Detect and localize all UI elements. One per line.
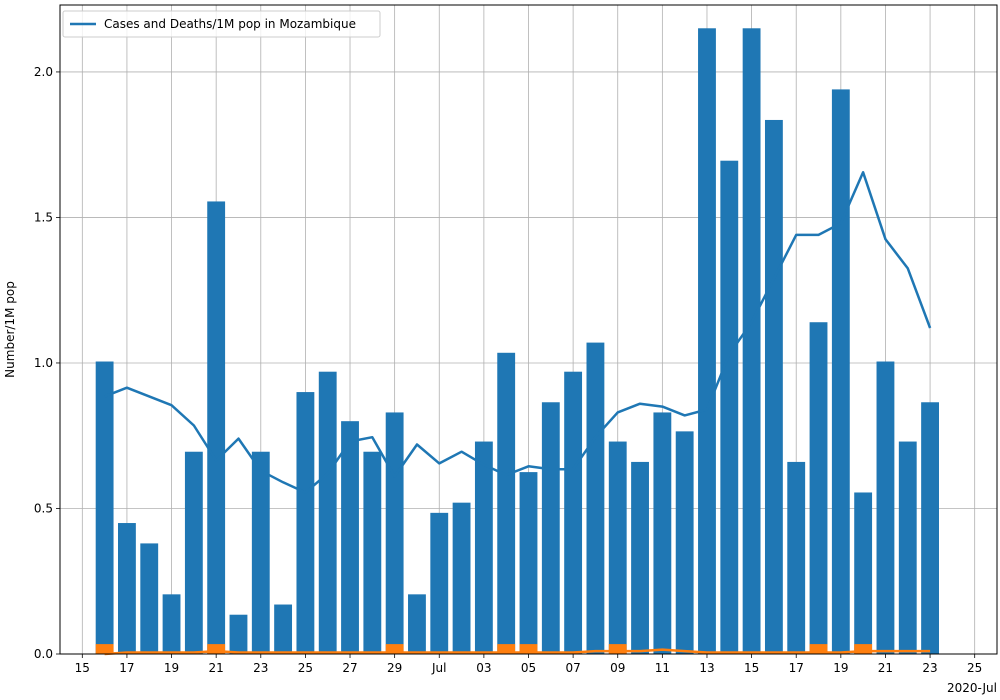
x-tick-label: 29 <box>387 661 402 675</box>
cases-bar <box>118 523 136 654</box>
cases-bar <box>251 451 270 654</box>
cases-bar <box>564 371 583 654</box>
cases-bar <box>363 451 382 654</box>
cases-bar <box>631 461 649 654</box>
cases-bar <box>608 441 627 654</box>
x-tick-label: 11 <box>655 661 670 675</box>
x-tick-label: 23 <box>922 661 937 675</box>
x-tick-label: 15 <box>75 661 90 675</box>
cases-bar <box>921 402 939 654</box>
cases-bar <box>698 28 716 654</box>
x-tick-label: 15 <box>744 661 759 675</box>
y-tick-label: 1.5 <box>34 210 53 224</box>
cases-bar <box>720 160 739 655</box>
legend-box <box>62 10 381 38</box>
deaths-bar <box>854 644 873 654</box>
y-tick-label: 1.0 <box>34 356 53 370</box>
y-axis-label: Number/1M pop <box>3 281 17 378</box>
x-tick-label: 21 <box>209 661 224 675</box>
cases-bar <box>876 361 895 654</box>
x-tick-label: 05 <box>521 661 536 675</box>
y-tick-label: 2.0 <box>34 65 53 79</box>
x-tick-label: 23 <box>253 661 268 675</box>
cases-bar <box>831 89 850 654</box>
x-tick-label: 19 <box>833 661 848 675</box>
cases-bar <box>184 451 203 654</box>
deaths-bar <box>207 644 226 654</box>
legend-entry: Cases and Deaths/1M pop in Mozambique <box>104 17 356 31</box>
lines <box>104 171 932 656</box>
cases-bar <box>474 441 493 654</box>
cases-bar <box>586 342 605 654</box>
deaths-bar <box>809 644 828 654</box>
cases-bar <box>452 502 471 654</box>
deaths-bar <box>95 644 114 654</box>
x-tick-label: 17 <box>789 661 804 675</box>
cases-bar <box>809 322 828 654</box>
cases-bar <box>274 604 293 654</box>
y-tick-label: 0.0 <box>34 647 53 661</box>
deaths-bar <box>519 644 538 654</box>
cases-bar <box>742 28 761 654</box>
cases-bar <box>519 472 538 654</box>
legend: Cases and Deaths/1M pop in Mozambique <box>62 10 381 38</box>
cases-bar <box>408 594 426 654</box>
cases-bar <box>207 201 226 655</box>
deaths-bar <box>497 644 516 654</box>
deaths-bar <box>385 644 404 654</box>
x-tick-label: 19 <box>164 661 179 675</box>
cases-bar <box>787 461 806 654</box>
x-tick-label: 07 <box>565 661 580 675</box>
x-tick-label: 09 <box>610 661 625 675</box>
y-axis: 0.0 0.5 1.0 1.5 2.0 <box>34 65 60 661</box>
cases-avg-line <box>104 171 932 494</box>
cases-bar <box>162 594 181 654</box>
x-axis-offset-label: 2020-Jul <box>947 681 997 695</box>
cases-bar <box>898 441 917 654</box>
y-tick-label: 0.5 <box>34 501 53 515</box>
bars <box>95 28 939 655</box>
cases-bar <box>140 543 159 654</box>
cases-bar <box>854 492 873 654</box>
cases-bar <box>229 614 248 654</box>
cases-bar <box>675 431 694 654</box>
cases-bar <box>296 392 315 654</box>
x-tick-label: 17 <box>119 661 134 675</box>
x-tick-label: 27 <box>342 661 357 675</box>
cases-bar <box>764 119 783 654</box>
cases-bar <box>430 512 449 654</box>
x-tick-label: 25 <box>967 661 982 675</box>
x-tick-label: 03 <box>476 661 491 675</box>
x-tick-label: 21 <box>878 661 893 675</box>
x-tick-label: Jul <box>431 661 446 675</box>
cases-bar <box>541 402 560 654</box>
cases-bar <box>497 352 516 654</box>
cases-bar <box>341 421 359 654</box>
deaths-bar <box>608 644 627 654</box>
deaths-avg-line <box>104 648 931 656</box>
cases-bar <box>385 412 404 654</box>
cases-bar <box>95 361 114 654</box>
x-axis: 15 17 19 21 23 25 27 29 Jul 03 05 07 09 11 13 15 17 19 21 2… <box>75 654 982 675</box>
x-tick-label: 25 <box>298 661 313 675</box>
x-tick-label: 13 <box>699 661 714 675</box>
cases-bar <box>653 412 672 654</box>
cases-bar <box>318 371 337 654</box>
